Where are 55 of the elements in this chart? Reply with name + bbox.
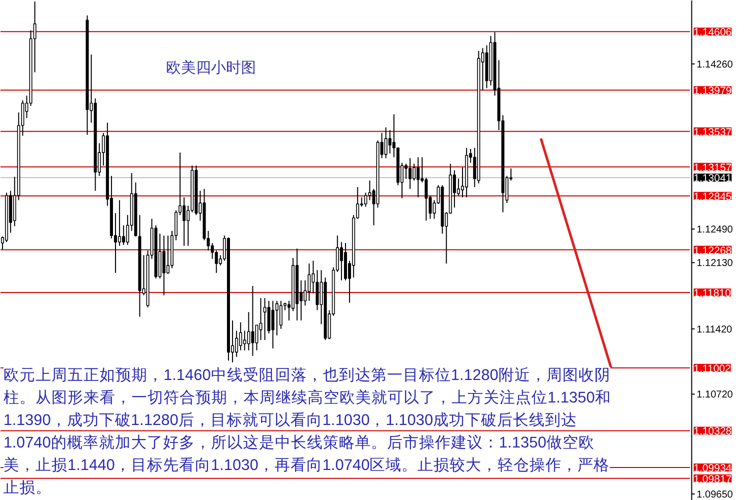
ref-line-label: 1.14606 [694, 26, 732, 39]
candlestick [271, 300, 274, 349]
annotation: 柱。从图形来看，一切符合预期，本周继续高空欧美就可以了，上方关注点位1.1350和 [4, 388, 611, 406]
annotation: 止损。 [4, 478, 52, 496]
candlestick [243, 330, 246, 351]
candlestick [122, 224, 126, 246]
annotation: 美，止损1.1440，目标先看向1.1030，再看向1.0740区域。止损较大，轻仓操作，严格 [4, 456, 610, 474]
candlestick [279, 300, 282, 330]
candlestick [308, 263, 311, 302]
candlestick [340, 242, 343, 281]
candlestick [166, 235, 170, 274]
candlestick [275, 300, 278, 336]
text: 欧美四小时图 [166, 60, 256, 76]
y-tick-label: 1.10720 [696, 390, 734, 401]
candlestick [404, 163, 408, 180]
ref-line-label: 1.11810 [694, 287, 732, 300]
candlestick [263, 298, 266, 341]
candlestick [316, 270, 319, 311]
ref-line-label: 1.13041 [694, 172, 732, 185]
candlestick [388, 130, 392, 154]
candlestick [247, 312, 250, 351]
ref-line-label: 1.10328 [694, 426, 732, 438]
y-tick-label: 1.12490 [696, 224, 734, 236]
candlestick [416, 156, 420, 198]
candlestick [182, 196, 186, 246]
ref-line-label: 1.12845 [694, 190, 732, 203]
annotation: 1.1390，成功下破1.1280后，目标就可以看向1.1030，1.1030成功下破后长线到达 [4, 411, 578, 429]
candlestick [235, 330, 238, 358]
candlestick [118, 200, 122, 246]
y-tick-label: 1.14260 [696, 59, 734, 70]
candlestick [259, 298, 262, 341]
ref-line-label: 1.09934 [694, 462, 732, 474]
annotation: 1.0740的概率就加大了好多，所以这是中长线策略单。后市操作建议：1.1350做空欧 [4, 434, 594, 452]
candlestick [368, 180, 372, 201]
candlestick [364, 192, 368, 208]
candlestick [239, 322, 242, 351]
candlestick [424, 177, 428, 222]
candlestick [251, 285, 254, 356]
candlestick [456, 178, 460, 196]
y-tick-label: 1.12130 [696, 258, 734, 270]
ref-line-label: 1.11002 [694, 362, 732, 375]
ref-line-label: 1.12268 [694, 244, 732, 257]
candlestick [267, 300, 270, 334]
ref-line-label: 1.13979 [694, 85, 732, 98]
candlestick [412, 163, 416, 182]
annotation: 欧元上周五正如预期，1.1460中线受阻回落，也到达第一目标位1.1280附近，周图收阴 [4, 366, 610, 384]
y-tick-label: 1.09650 [696, 489, 734, 500]
candlestick [162, 235, 166, 296]
ref-line-label: 1.13537 [694, 126, 732, 138]
ref-line-label: 1.13157 [694, 162, 732, 174]
ref-line-label: 1.09817 [694, 473, 732, 486]
candlestick [384, 126, 388, 159]
candlestick [255, 324, 258, 351]
y-tick-label: 1.11420 [696, 324, 733, 336]
candlestick [408, 158, 412, 190]
